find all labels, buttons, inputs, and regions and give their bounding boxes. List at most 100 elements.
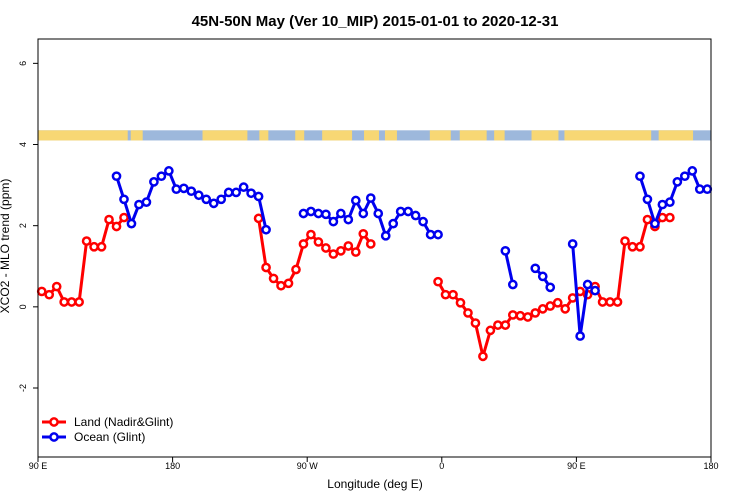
land-band bbox=[658, 130, 694, 141]
x-tick-label: 180 bbox=[703, 461, 718, 471]
data-point bbox=[216, 194, 227, 205]
data-point bbox=[500, 245, 511, 256]
data-point bbox=[208, 198, 219, 209]
land-band bbox=[130, 130, 143, 141]
data-point bbox=[470, 318, 481, 328]
series-layer bbox=[36, 166, 713, 362]
data-point bbox=[515, 310, 526, 321]
x-axis-label: Longitude (deg E) bbox=[327, 477, 422, 491]
land-band bbox=[295, 130, 305, 141]
data-point bbox=[306, 229, 316, 240]
legend-marker bbox=[49, 432, 59, 442]
legend-label: Ocean (Glint) bbox=[74, 430, 145, 444]
data-point bbox=[403, 206, 413, 217]
data-point bbox=[66, 297, 77, 307]
data-point bbox=[193, 190, 204, 201]
data-point bbox=[231, 187, 242, 198]
data-point bbox=[313, 208, 324, 219]
data-point bbox=[306, 206, 316, 217]
data-point bbox=[291, 264, 301, 275]
land-band bbox=[459, 130, 487, 141]
data-point bbox=[597, 297, 608, 307]
data-point bbox=[560, 304, 571, 314]
land-band bbox=[564, 130, 652, 141]
data-point bbox=[149, 177, 159, 187]
data-point bbox=[186, 186, 197, 197]
data-point bbox=[493, 320, 503, 330]
land-band bbox=[531, 130, 559, 141]
data-point bbox=[530, 308, 541, 318]
data-point bbox=[575, 331, 585, 341]
data-point bbox=[567, 239, 578, 249]
data-point bbox=[358, 228, 369, 239]
data-point bbox=[268, 273, 279, 284]
data-point bbox=[537, 271, 548, 282]
data-point bbox=[425, 229, 436, 240]
legend-marker bbox=[49, 417, 59, 427]
data-point bbox=[328, 216, 339, 227]
data-point bbox=[156, 171, 167, 182]
x-tick-label: 180 bbox=[165, 461, 180, 471]
data-point bbox=[620, 236, 630, 246]
data-point bbox=[298, 239, 309, 249]
data-point bbox=[134, 199, 144, 210]
data-point bbox=[552, 297, 563, 308]
data-point bbox=[380, 230, 391, 241]
data-point bbox=[612, 297, 623, 307]
data-point bbox=[104, 214, 114, 225]
data-point bbox=[328, 249, 339, 259]
data-point bbox=[642, 214, 653, 225]
data-point bbox=[365, 193, 376, 203]
data-point bbox=[433, 229, 443, 240]
data-point bbox=[343, 241, 354, 251]
data-point bbox=[395, 206, 406, 217]
series-line bbox=[638, 169, 708, 226]
data-point bbox=[89, 241, 99, 252]
data-point bbox=[507, 310, 518, 320]
data-point bbox=[201, 194, 212, 205]
data-point bbox=[478, 351, 488, 362]
series-line bbox=[503, 250, 515, 285]
legend-label: Land (Nadir&Glint) bbox=[74, 415, 173, 429]
data-point bbox=[350, 195, 361, 206]
data-point bbox=[410, 210, 421, 221]
data-point bbox=[298, 208, 309, 219]
legend: Land (Nadir&Glint)Ocean (Glint) bbox=[42, 415, 173, 444]
data-point bbox=[679, 171, 690, 182]
data-point bbox=[313, 237, 324, 247]
data-point bbox=[605, 297, 615, 307]
y-axis-label: XCO2 - MLO trend (ppm) bbox=[0, 179, 12, 314]
land-band bbox=[494, 130, 505, 141]
data-point bbox=[665, 197, 675, 207]
data-point bbox=[650, 218, 660, 229]
data-point bbox=[321, 243, 331, 253]
land-band bbox=[364, 130, 379, 141]
land-band bbox=[322, 130, 353, 141]
data-point bbox=[582, 279, 593, 290]
axes: 90 E 180 90 W 0 90 E 180 -2 0 2 4 6 bbox=[18, 61, 719, 471]
data-point bbox=[687, 166, 698, 176]
data-point bbox=[238, 182, 249, 192]
data-point bbox=[164, 166, 174, 176]
data-point bbox=[119, 194, 129, 205]
x-tick-label: 0 bbox=[439, 461, 444, 471]
data-point bbox=[365, 239, 376, 249]
data-point bbox=[81, 236, 92, 246]
data-point bbox=[485, 325, 496, 336]
plot-frame bbox=[37, 38, 712, 458]
data-point bbox=[627, 241, 638, 252]
data-point bbox=[283, 278, 294, 289]
data-point bbox=[276, 280, 286, 291]
data-point bbox=[433, 276, 443, 287]
data-point bbox=[440, 289, 451, 300]
data-point bbox=[590, 285, 600, 296]
data-point bbox=[111, 221, 122, 232]
data-point bbox=[448, 289, 458, 300]
y-tick-label: 6 bbox=[18, 61, 28, 66]
data-point bbox=[223, 187, 234, 198]
data-point bbox=[635, 171, 645, 182]
data-point bbox=[178, 183, 189, 194]
data-point bbox=[350, 247, 361, 257]
x-tick-label: 90 W bbox=[297, 461, 319, 471]
data-point bbox=[119, 212, 129, 223]
